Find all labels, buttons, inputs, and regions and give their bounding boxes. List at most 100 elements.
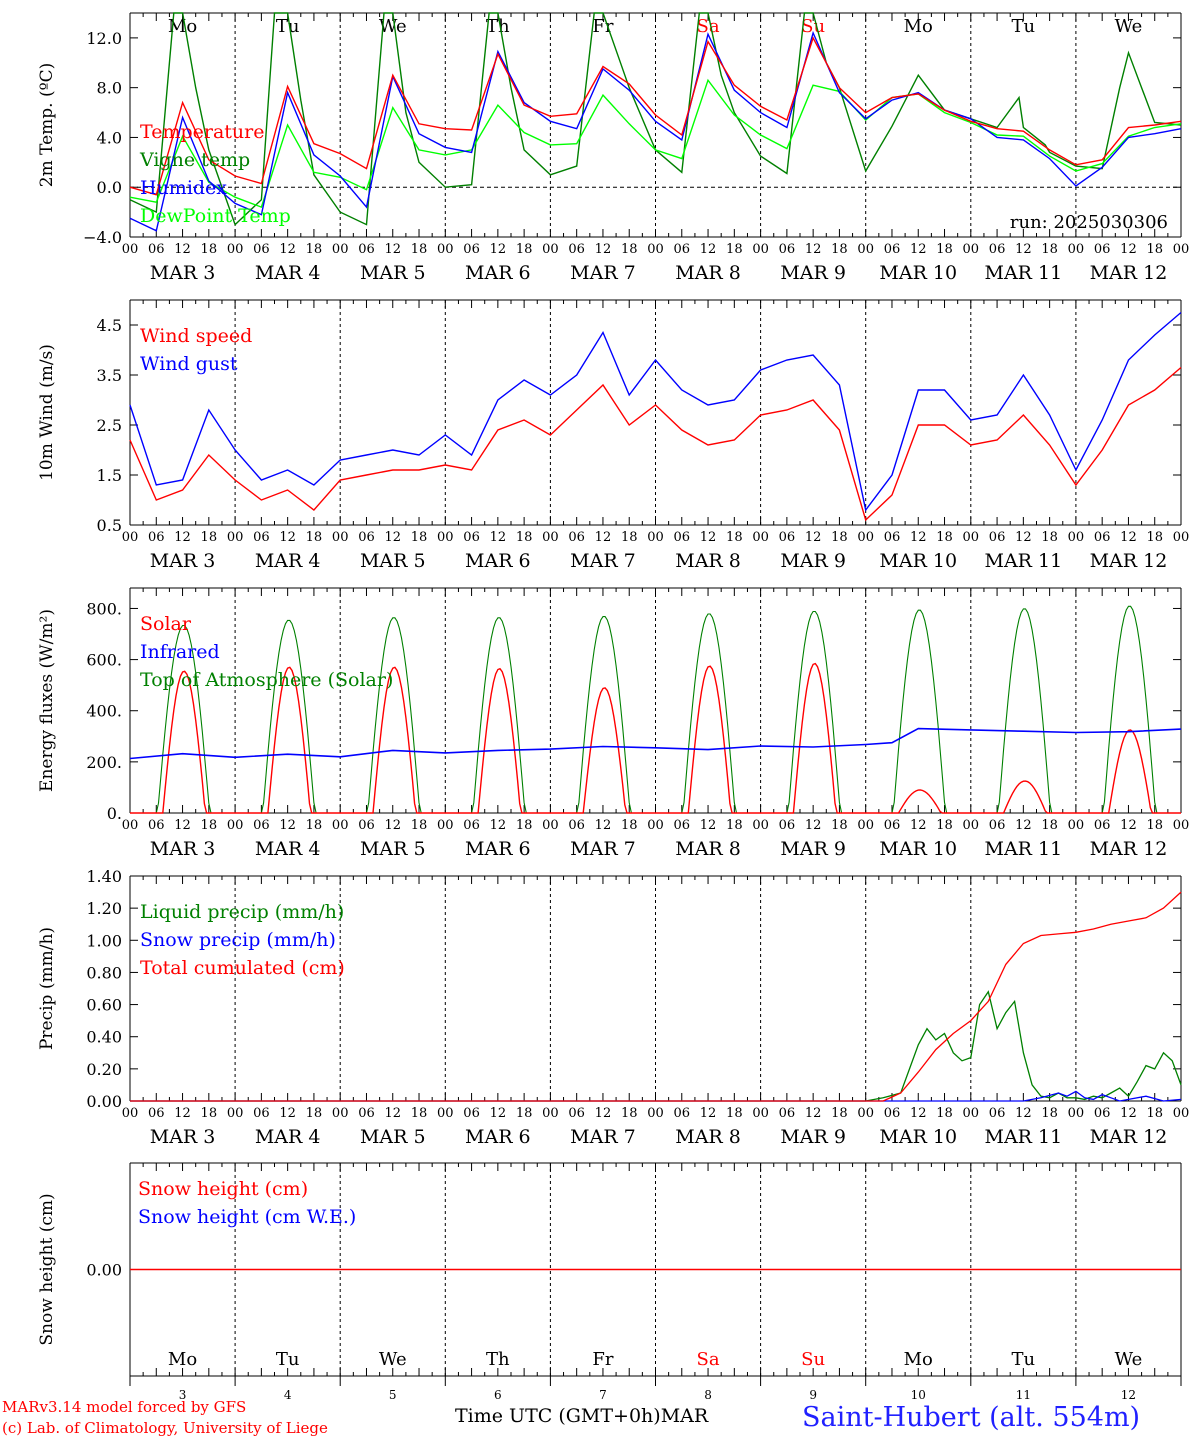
hour-tick-label: 00 (963, 1106, 980, 1121)
hour-tick-label: 00 (122, 818, 139, 833)
weekday-label-top: Su (801, 16, 825, 37)
hour-tick-label: 00 (857, 242, 874, 257)
run-annotation: run: 2025030306 (1010, 212, 1168, 233)
date-label: MAR 6 (465, 262, 531, 284)
hour-tick-label: 06 (989, 242, 1006, 257)
hour-tick-label: 12 (279, 530, 296, 545)
date-label: MAR 10 (879, 262, 957, 284)
weekday-label-bottom: We (1115, 1349, 1143, 1370)
y-tick-label: 0.60 (86, 996, 122, 1015)
hour-tick-label: 06 (1094, 1106, 1111, 1121)
hour-tick-label: 06 (568, 242, 585, 257)
day-number-label: 7 (599, 1388, 607, 1402)
temp-series-line (129, 78, 1182, 209)
hour-tick-label: 00 (963, 818, 980, 833)
hour-tick-label: 06 (148, 242, 165, 257)
date-label: MAR 12 (1090, 550, 1168, 572)
weekday-label-bottom: Th (486, 1349, 510, 1370)
y-tick-label: 0.00 (86, 1092, 122, 1111)
hour-tick-label: 12 (700, 530, 717, 545)
hour-tick-label: 18 (936, 818, 953, 833)
weekday-label-top: Mo (904, 16, 933, 37)
legend-entry: Vigne temp (139, 149, 250, 171)
date-label: MAR 12 (1090, 1126, 1168, 1148)
hour-tick-label: 18 (621, 1106, 638, 1121)
hour-tick-label: 06 (253, 818, 270, 833)
hour-tick-label: 12 (595, 242, 612, 257)
hour-tick-label: 00 (227, 242, 244, 257)
day-number-label: 4 (284, 1388, 292, 1402)
legend-entry: Wind gust (140, 353, 238, 375)
day-number-label: 6 (494, 1388, 502, 1402)
hour-tick-label: 06 (674, 530, 691, 545)
hour-tick-label: 12 (595, 530, 612, 545)
wind-series-line (129, 311, 1182, 512)
hour-tick-label: 18 (831, 242, 848, 257)
hour-tick-label: 12 (1120, 1106, 1137, 1121)
hour-tick-label: 06 (568, 1106, 585, 1121)
hour-tick-label: 18 (411, 242, 428, 257)
solar-line (130, 662, 1181, 814)
weekday-label-bottom: Mo (904, 1349, 933, 1370)
y-tick-label: 0. (107, 804, 122, 823)
hour-tick-label: 18 (516, 818, 533, 833)
hour-tick-label: 00 (647, 818, 664, 833)
y-tick-label: 600. (86, 651, 122, 670)
hour-tick-label: 12 (1120, 818, 1137, 833)
hour-tick-label: 06 (989, 530, 1006, 545)
legend-entry: Top of Atmosphere (Solar) (140, 669, 393, 691)
date-label: MAR 6 (465, 1126, 531, 1148)
hour-tick-label: 12 (1015, 530, 1032, 545)
y-tick-label: 0.80 (86, 963, 122, 982)
hour-tick-label: 00 (647, 530, 664, 545)
hour-tick-label: 06 (463, 242, 480, 257)
day-number-label: 3 (179, 1388, 187, 1402)
x-axis-title: Time UTC (GMT+0h)MAR (455, 1405, 708, 1427)
date-label: MAR 3 (150, 1126, 216, 1148)
hour-tick-label: 18 (726, 242, 743, 257)
date-label: MAR 9 (780, 550, 846, 572)
hour-tick-label: 00 (437, 1106, 454, 1121)
legend-entry: Total cumulated (cm) (140, 957, 345, 979)
hour-tick-label: 00 (752, 242, 769, 257)
infrared-line (129, 727, 1182, 760)
hour-tick-label: 18 (411, 818, 428, 833)
hour-tick-label: 18 (621, 818, 638, 833)
hour-tick-label: 06 (358, 1106, 375, 1121)
date-label: MAR 8 (675, 550, 741, 572)
hour-tick-label: 18 (306, 242, 323, 257)
hour-tick-label: 06 (358, 530, 375, 545)
date-label: MAR 4 (255, 550, 321, 572)
hour-tick-label: 06 (884, 242, 901, 257)
hour-tick-label: 12 (910, 818, 927, 833)
hour-tick-label: 18 (516, 530, 533, 545)
hour-tick-label: 00 (647, 242, 664, 257)
hour-tick-label: 12 (384, 818, 401, 833)
hour-tick-label: 18 (306, 1106, 323, 1121)
date-label: MAR 9 (780, 838, 846, 860)
weekday-label-top: Fr (592, 16, 613, 37)
weekday-label-bottom: Tu (276, 1349, 300, 1370)
date-label: MAR 11 (984, 550, 1062, 572)
hour-tick-label: 18 (306, 530, 323, 545)
weekday-label-bottom: Tu (1012, 1349, 1036, 1370)
hour-tick-label: 12 (384, 242, 401, 257)
date-label: MAR 5 (360, 262, 426, 284)
hour-tick-label: 00 (122, 1106, 139, 1121)
hour-tick-label: 00 (1068, 1106, 1085, 1121)
hour-tick-label: 06 (779, 242, 796, 257)
y-axis-label: 2m Temp. (ºC) (37, 63, 57, 188)
station-name: Saint-Hubert (alt. 554m) (802, 1402, 1141, 1433)
hour-tick-label: 06 (674, 818, 691, 833)
hour-tick-label: 12 (174, 242, 191, 257)
day-number-label: 9 (809, 1388, 817, 1402)
hour-tick-label: 18 (1146, 530, 1163, 545)
legend-entry: DewPoint Temp (140, 205, 291, 227)
hour-tick-label: 18 (726, 818, 743, 833)
hour-tick-label: 06 (463, 530, 480, 545)
hour-tick-label: 18 (516, 242, 533, 257)
date-label: MAR 8 (675, 1126, 741, 1148)
hour-tick-label: 00 (227, 530, 244, 545)
hour-tick-label: 06 (1094, 818, 1111, 833)
day-number-label: 8 (704, 1388, 712, 1402)
